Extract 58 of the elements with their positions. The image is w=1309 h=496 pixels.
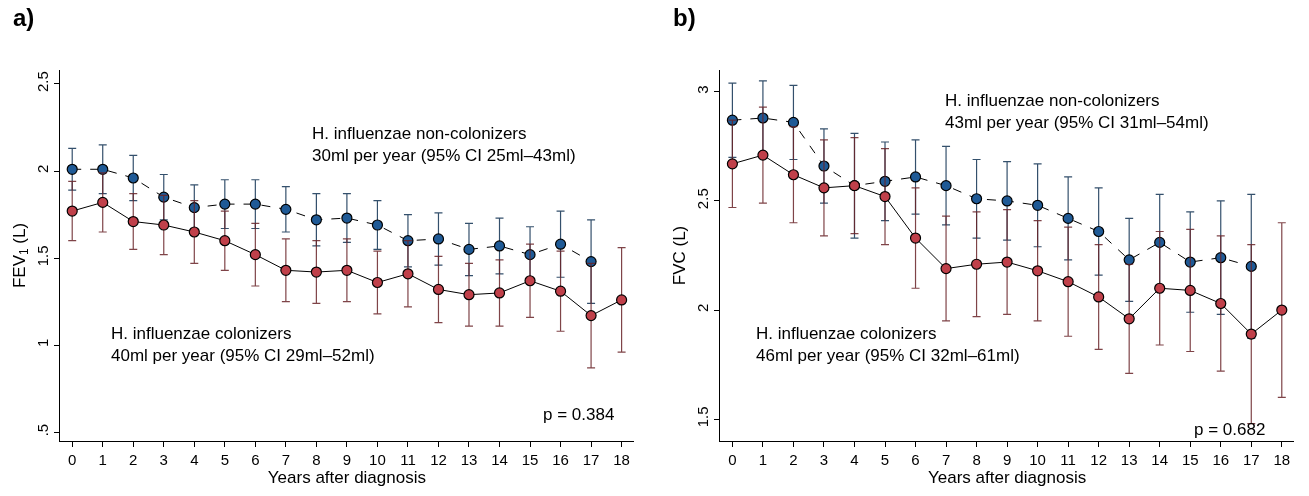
y-tick-label: 3: [694, 85, 712, 94]
x-tick-label: 12: [430, 451, 447, 468]
x-tick-label: 9: [1002, 451, 1012, 468]
y-tick-label: 2: [694, 303, 712, 312]
x-tick-label: 13: [1120, 451, 1138, 468]
annotation: p = 0.384: [543, 405, 615, 424]
x-tick-label: 3: [159, 451, 168, 468]
x-tick-label: 0: [68, 451, 77, 468]
x-tick-label: 2: [789, 451, 798, 468]
x-tick-label: 13: [460, 451, 478, 468]
x-tick-label: 9: [342, 451, 352, 468]
x-tick-label: 16: [552, 451, 569, 468]
x-tick-label: 14: [1151, 451, 1169, 468]
x-tick-label: 7: [941, 451, 951, 468]
annotation: H. influenzae colonizers 46ml per year (95% CI 32ml–61ml): [756, 324, 1020, 366]
x-tick-label: 18: [613, 451, 630, 468]
x-tick-label: 10: [369, 451, 386, 468]
x-tick-label: 8: [312, 451, 321, 468]
x-tick-label: 7: [281, 451, 291, 468]
x-tick-label: 6: [251, 451, 260, 468]
y-tick-label: .5: [34, 423, 51, 437]
x-tick-label: 18: [1273, 451, 1291, 468]
y-axis-title: FVC (L): [669, 225, 689, 286]
annotation: H. influenzae non-colonizers 43ml per year (95% CI 31ml–54ml): [945, 91, 1209, 133]
x-tick-label: 1: [98, 451, 107, 468]
y-tick-label: 2: [34, 164, 51, 173]
x-axis-title: Years after diagnosis: [928, 468, 1087, 487]
y-tick-label: 1: [34, 338, 51, 348]
x-tick-label: 14: [491, 451, 508, 468]
x-tick-label: 12: [1090, 451, 1107, 468]
x-tick-label: 1: [758, 451, 768, 468]
x-tick-label: 17: [1242, 451, 1260, 468]
x-axis-title: Years after diagnosis: [267, 468, 426, 487]
x-tick-label: 8: [972, 451, 981, 468]
x-tick-label: 11: [1060, 451, 1076, 468]
x-tick-label: 6: [911, 451, 920, 468]
x-tick-label: 17: [582, 451, 600, 468]
x-tick-label: 5: [880, 451, 890, 468]
y-tick-label: 2.5: [694, 188, 712, 210]
x-tick-label: 15: [521, 451, 539, 468]
x-tick-label: 5: [220, 451, 229, 468]
y-tick-label: 2.5: [34, 71, 51, 93]
x-tick-label: 4: [190, 451, 199, 468]
x-tick-label: 15: [1181, 451, 1199, 468]
annotation: H. influenzae non-colonizers 30ml per year (95% CI 25ml–43ml): [312, 124, 576, 166]
x-tick-label: 3: [819, 451, 829, 468]
annotation: H. influenzae colonizers 40ml per year (95% CI 29ml–52ml): [111, 324, 375, 366]
x-tick-label: 0: [728, 451, 737, 468]
x-tick-label: 11: [400, 451, 416, 468]
x-tick-label: 10: [1029, 451, 1046, 468]
y-tick-label: 1.5: [34, 245, 51, 267]
annotation: p = 0.682: [1194, 420, 1266, 439]
chart-title: a): [13, 4, 35, 31]
x-tick-label: 16: [1212, 451, 1230, 468]
chart-title: b): [673, 4, 696, 31]
x-tick-label: 2: [129, 451, 138, 468]
x-tick-label: 4: [850, 451, 859, 468]
y-tick-label: 1.5: [694, 406, 712, 428]
